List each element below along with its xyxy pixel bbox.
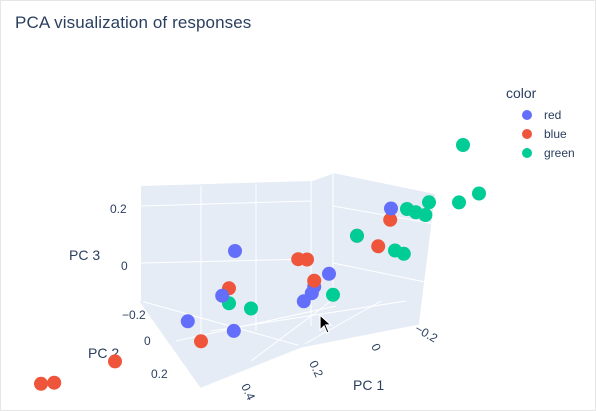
data-point-red[interactable] (180, 314, 195, 329)
legend-item-green[interactable]: green (506, 143, 575, 162)
data-point-blue[interactable] (307, 273, 322, 288)
z-tick-label: 0.2 (110, 202, 127, 216)
scene-floor-edge (139, 300, 420, 388)
data-point-green[interactable] (456, 138, 470, 152)
x-tick-label: −0.2 (413, 321, 441, 345)
data-point-blue[interactable] (371, 239, 386, 254)
data-point-blue[interactable] (383, 212, 398, 227)
data-point-green[interactable] (452, 195, 466, 210)
x-tick-label: 0 (368, 341, 384, 353)
y-tick-label: 0.2 (151, 367, 168, 381)
x-axis-title: PC 1 (353, 377, 384, 393)
plot-title: PCA visualization of responses (15, 13, 252, 32)
data-point-red[interactable] (226, 323, 241, 338)
legend-item-blue[interactable]: blue (506, 124, 575, 143)
data-point-red[interactable] (384, 201, 398, 216)
markers (34, 138, 486, 391)
legend-item-red[interactable]: red (506, 105, 575, 124)
legend-marker (522, 147, 532, 158)
z-tick-label: 0 (121, 259, 128, 273)
data-point-blue[interactable] (194, 334, 208, 349)
data-point-blue[interactable] (291, 252, 306, 267)
data-point-green[interactable] (400, 202, 414, 216)
data-point-red[interactable] (228, 244, 242, 258)
data-point-green[interactable] (326, 287, 340, 302)
data-point-green[interactable] (244, 301, 258, 316)
legend-marker (522, 128, 532, 139)
data-point-green[interactable] (388, 243, 402, 258)
y-tick-label: −0.2 (122, 308, 146, 322)
legend-marker (522, 109, 532, 120)
legend[interactable]: color red blue green (506, 85, 575, 162)
data-point-red[interactable] (322, 266, 336, 281)
mouse-cursor-icon (319, 314, 333, 334)
data-point-green[interactable] (472, 186, 486, 201)
data-point-green[interactable] (350, 228, 364, 243)
legend-label: green (544, 145, 575, 160)
z-axis-title: PC 3 (69, 247, 100, 263)
data-point-blue[interactable] (108, 354, 122, 369)
x-tick-label: 0.2 (306, 358, 326, 379)
data-point-red[interactable] (296, 294, 311, 309)
data-point-blue[interactable] (34, 376, 48, 391)
legend-title: color (506, 85, 537, 101)
y-tick-label: 0 (144, 334, 151, 348)
x-tick-label: 0.4 (238, 381, 258, 402)
legend-label: red (544, 107, 562, 122)
data-point-blue[interactable] (47, 375, 62, 390)
data-point-red[interactable] (215, 288, 230, 303)
legend-label: blue (544, 126, 567, 141)
data-point-green[interactable] (422, 195, 436, 210)
